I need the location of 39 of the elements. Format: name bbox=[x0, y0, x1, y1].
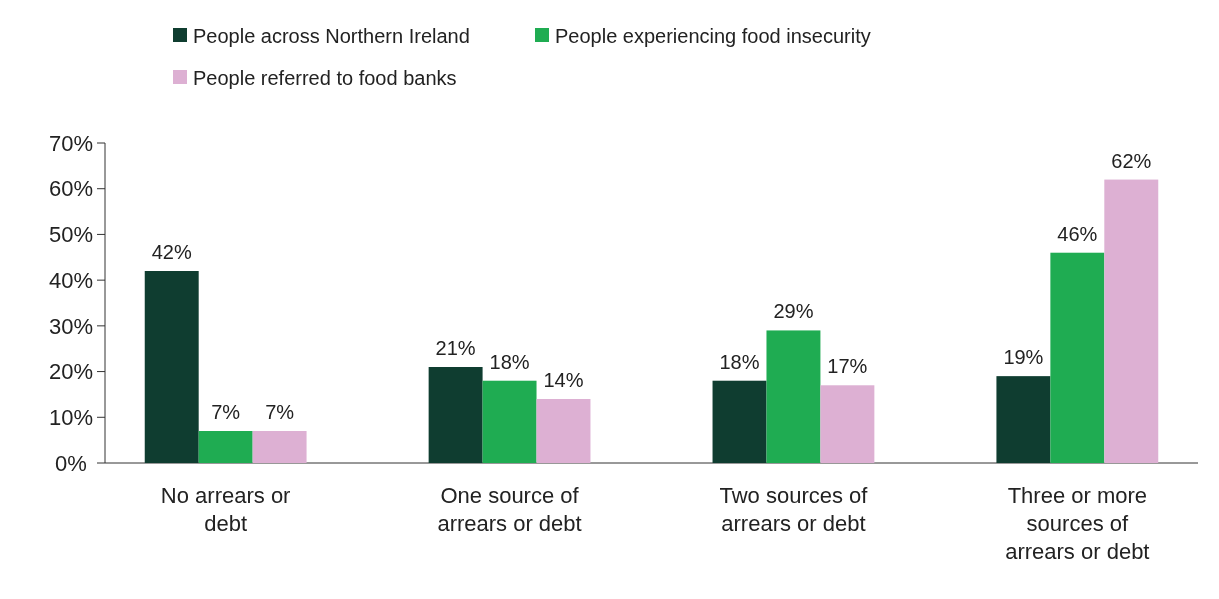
bar bbox=[482, 380, 537, 463]
bar bbox=[1050, 252, 1105, 463]
data-label: 14% bbox=[543, 369, 584, 391]
data-label: 46% bbox=[1057, 222, 1098, 245]
bar bbox=[536, 399, 591, 463]
data-label: 21% bbox=[435, 337, 476, 359]
x-tick-label: One source of arrears or debt bbox=[437, 483, 582, 536]
y-tick-label: 30% bbox=[48, 313, 94, 339]
bar bbox=[996, 376, 1051, 463]
legend-label: People referred to food banks bbox=[193, 67, 457, 89]
y-tick-label: 0% bbox=[55, 450, 87, 476]
data-label: 42% bbox=[151, 241, 192, 263]
legend-label: People experiencing food insecurity bbox=[555, 25, 871, 47]
y-tick-label: 10% bbox=[48, 404, 94, 430]
bar bbox=[198, 431, 253, 463]
y-tick-label: 40% bbox=[48, 267, 94, 293]
x-tick-label: No arrears or debt bbox=[160, 483, 291, 536]
data-label: 7% bbox=[211, 401, 241, 423]
data-label: 62% bbox=[1111, 149, 1152, 172]
bar bbox=[820, 385, 875, 463]
data-label: 18% bbox=[489, 350, 530, 373]
data-label: 17% bbox=[827, 355, 868, 378]
y-tick-label: 50% bbox=[48, 222, 94, 248]
bar bbox=[1104, 179, 1159, 463]
data-label: 18% bbox=[719, 350, 760, 373]
bar bbox=[766, 330, 821, 463]
bar bbox=[712, 380, 767, 463]
bar bbox=[252, 431, 307, 463]
bar bbox=[428, 367, 483, 463]
y-tick-label: 60% bbox=[48, 176, 94, 202]
data-label: 29% bbox=[773, 300, 814, 323]
legend-label: People across Northern Ireland bbox=[193, 25, 470, 47]
bar bbox=[144, 271, 199, 463]
x-tick-label: Two sources of arrears or debt bbox=[719, 483, 869, 536]
data-label: 19% bbox=[1003, 346, 1044, 369]
data-label: 7% bbox=[265, 401, 295, 423]
x-tick-label: Three or more sources of arrears or debt bbox=[1005, 483, 1150, 564]
y-tick-label: 70% bbox=[48, 130, 94, 156]
y-tick-label: 20% bbox=[48, 359, 94, 385]
